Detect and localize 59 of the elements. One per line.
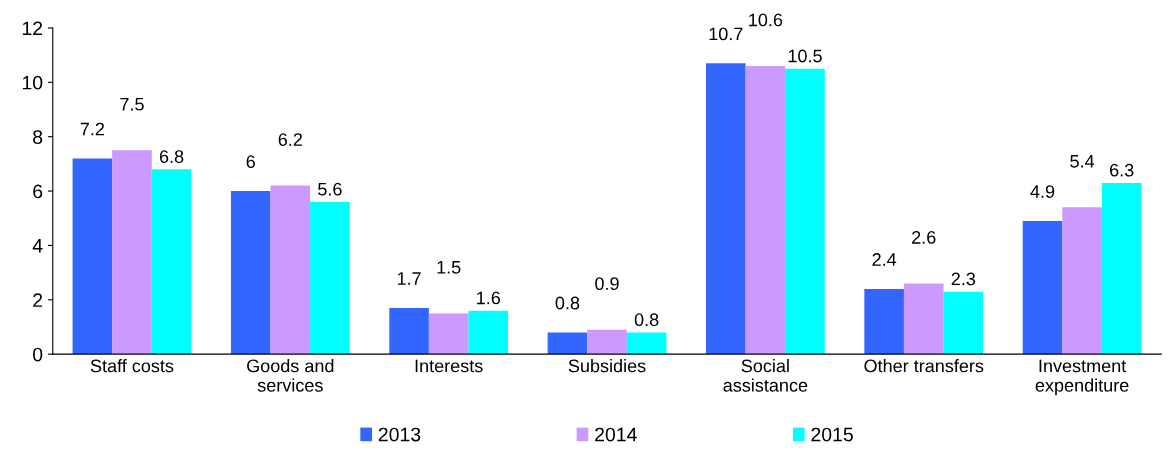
- bar: [389, 307, 429, 355]
- data-label: 5.6: [318, 182, 342, 196]
- bar: [72, 158, 113, 355]
- x-tick-label: Other transfers: [864, 359, 984, 373]
- legend-label: 2014: [595, 427, 637, 442]
- data-label: 2.6: [912, 231, 936, 244]
- bar: [230, 191, 271, 355]
- data-label: 2.3: [951, 272, 976, 286]
- bar: [864, 288, 904, 355]
- bar: [428, 313, 469, 355]
- bar: [626, 332, 667, 355]
- y-tick-label: 2: [33, 293, 43, 307]
- bar: [547, 332, 588, 355]
- y-tick-label: 0: [33, 347, 43, 362]
- bar: [706, 63, 746, 355]
- legend-label: 2015: [811, 427, 853, 442]
- data-label: 7.5: [120, 98, 144, 111]
- data-label: 0.8: [634, 313, 659, 327]
- data-label: 6: [246, 155, 255, 169]
- legend-label: 2013: [378, 427, 421, 442]
- data-label: 6.8: [159, 150, 184, 163]
- y-tick-label: 4: [32, 239, 43, 253]
- data-label: 1.5: [437, 261, 461, 274]
- data-label: 2.4: [872, 253, 897, 266]
- data-label: 10.5: [788, 49, 822, 63]
- data-label: 5.4: [1070, 155, 1095, 168]
- x-tick-label: Goods and services: [247, 359, 334, 392]
- bar: [468, 310, 509, 355]
- x-tick-label: Subsidies: [568, 359, 646, 373]
- data-label: 6.3: [1110, 163, 1134, 177]
- bar: [943, 291, 984, 355]
- bar: [1022, 220, 1063, 355]
- y-tick-label: 10: [22, 75, 43, 90]
- data-label: 0.8: [555, 296, 580, 310]
- y-tick-label: 8: [33, 130, 43, 144]
- data-label: 6.2: [278, 133, 302, 146]
- bar: [1101, 182, 1142, 355]
- x-tick-label: Social assistance: [723, 359, 808, 392]
- data-label: 7.2: [80, 122, 105, 136]
- bar: [310, 201, 350, 355]
- data-label: 1.7: [397, 272, 421, 285]
- bar: [151, 169, 192, 355]
- bar: [112, 150, 152, 355]
- x-tick-label: Investment expenditure: [1035, 359, 1129, 396]
- y-tick-label: 12: [22, 21, 43, 36]
- bar: [745, 66, 786, 355]
- data-label: 10.7: [709, 27, 743, 41]
- x-tick-label: Interests: [415, 359, 483, 373]
- data-label: 10.6: [749, 13, 783, 27]
- data-label: 4.9: [1030, 185, 1055, 198]
- x-tick-label: Staff costs: [90, 359, 174, 373]
- bar: [903, 283, 944, 355]
- bar: [785, 68, 825, 355]
- data-label: 1.6: [477, 291, 501, 305]
- data-label: 0.9: [595, 277, 619, 291]
- bar: [587, 329, 627, 355]
- y-tick-label: 6: [33, 184, 43, 199]
- bar: [1062, 207, 1102, 355]
- bar: [270, 185, 311, 355]
